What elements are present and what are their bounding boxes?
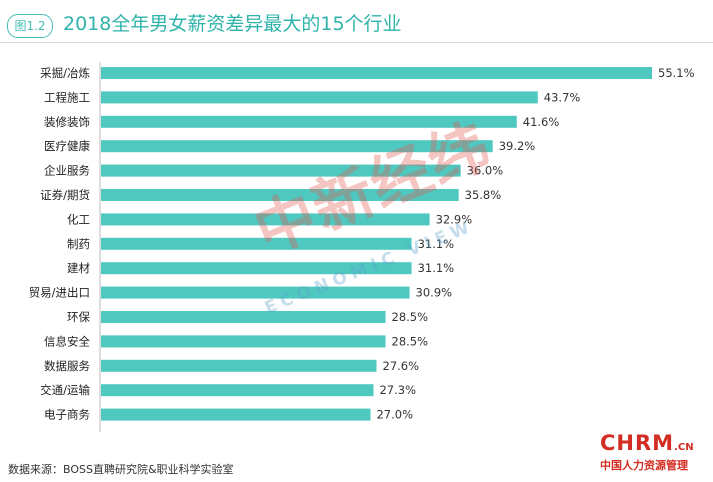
value-label: 30.9% [416,286,453,300]
value-label: 28.5% [392,334,429,348]
chrm-logo-main: CHRM.CN [600,432,708,459]
bar [101,237,412,250]
bar [101,115,517,128]
chrm-logo-subtitle: 中国人力资源管理 [600,459,688,472]
value-label: 31.1% [418,261,455,275]
category-label: 工程施工 [44,90,90,104]
category-label: 信息安全 [44,334,90,348]
category-label: 制药 [67,237,90,251]
data-source-note: 数据来源：BOSS直聘研究院&职业科学实验室 [8,463,234,476]
category-label: 环保 [67,310,90,324]
bar [101,384,374,397]
category-label: 化工 [67,212,90,226]
category-label: 电子商务 [44,408,90,422]
value-label: 35.8% [465,188,502,202]
category-label: 贸易/进出口 [29,286,90,300]
bar [101,91,538,104]
category-label: 交通/运输 [40,383,90,397]
bar [101,213,430,226]
chart-title: 2018全年男女薪资差异最大的15个行业 [63,13,402,35]
figure-badge: 图1.2 [7,14,53,38]
chrm-logo: CHRM.CN 中国人力资源管理 [600,432,708,473]
bar [101,286,410,299]
bar [101,140,493,153]
category-label: 证券/期货 [40,188,90,202]
value-label: 27.0% [376,408,413,422]
bar [101,335,386,348]
bar [101,189,459,201]
value-label: 28.5% [392,310,429,324]
chrm-logo-text: CHRM [600,431,675,455]
chrm-logo-suffix: .CN [674,442,694,453]
bar [101,164,461,177]
value-label: 55.1% [658,66,695,80]
value-label: 31.1% [418,237,455,251]
value-label: 27.3% [379,383,416,397]
value-label: 41.6% [523,115,560,129]
bar [101,408,371,421]
category-label: 建材 [67,261,90,275]
value-label: 27.6% [383,359,420,373]
bar [101,311,386,323]
category-label: 企业服务 [44,164,90,178]
bar [101,359,377,372]
category-label: 医疗健康 [44,139,90,153]
bar [101,262,412,275]
bars-group: 采掘/冶炼 55.1% 工程施工 43.7% 装修装饰 41.6% 医疗健康 39.2% 企业服… [29,66,695,422]
title-divider [0,42,713,43]
value-label: 43.7% [544,90,581,104]
bar [101,67,652,79]
value-label: 39.2% [499,139,536,153]
category-label: 装修装饰 [44,115,90,129]
value-label: 36.0% [467,164,504,178]
category-label: 数据服务 [44,359,90,373]
category-label: 采掘/冶炼 [40,66,90,80]
value-label: 32.9% [436,212,473,226]
